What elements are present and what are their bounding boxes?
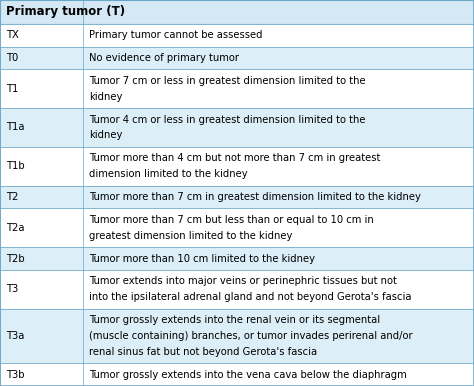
Text: Primary tumor (T): Primary tumor (T) [6, 5, 125, 19]
Bar [0, 270, 474, 309]
Text: T3: T3 [6, 284, 18, 294]
Text: Tumor 4 cm or less in greatest dimension limited to the: Tumor 4 cm or less in greatest dimension… [89, 115, 365, 125]
Text: renal sinus fat but not beyond Gerota's fascia: renal sinus fat but not beyond Gerota's … [89, 347, 317, 357]
Text: No evidence of primary tumor: No evidence of primary tumor [89, 53, 238, 63]
Text: Tumor more than 7 cm but less than or equal to 10 cm in: Tumor more than 7 cm but less than or eq… [89, 215, 374, 225]
Text: dimension limited to the kidney: dimension limited to the kidney [89, 169, 247, 179]
Bar [0, 363, 474, 386]
Text: kidney: kidney [89, 130, 122, 141]
Bar [0, 69, 474, 108]
Text: (muscle containing) branches, or tumor invades perirenal and/or: (muscle containing) branches, or tumor i… [89, 331, 412, 341]
Text: Tumor more than 10 cm limited to the kidney: Tumor more than 10 cm limited to the kid… [89, 254, 315, 264]
Text: Tumor more than 7 cm in greatest dimension limited to the kidney: Tumor more than 7 cm in greatest dimensi… [89, 192, 420, 202]
Bar [0, 186, 474, 208]
Text: T2a: T2a [6, 223, 24, 233]
Text: Tumor extends into major veins or perinephric tissues but not: Tumor extends into major veins or perine… [89, 276, 397, 286]
Text: T1: T1 [6, 84, 18, 94]
Text: T0: T0 [6, 53, 18, 63]
Text: Tumor grossly extends into the renal vein or its segmental: Tumor grossly extends into the renal vei… [89, 315, 380, 325]
Text: into the ipsilateral adrenal gland and not beyond Gerota's fascia: into the ipsilateral adrenal gland and n… [89, 292, 411, 302]
Bar [0, 24, 474, 47]
Text: kidney: kidney [89, 92, 122, 102]
Text: T2b: T2b [6, 254, 24, 264]
Text: Tumor 7 cm or less in greatest dimension limited to the: Tumor 7 cm or less in greatest dimension… [89, 76, 365, 86]
Bar [0, 208, 474, 247]
Text: T3b: T3b [6, 369, 24, 379]
Bar [0, 108, 474, 147]
Bar [0, 147, 474, 186]
Bar [0, 47, 474, 69]
Text: T2: T2 [6, 192, 18, 202]
Text: greatest dimension limited to the kidney: greatest dimension limited to the kidney [89, 230, 292, 240]
Text: Tumor more than 4 cm but not more than 7 cm in greatest: Tumor more than 4 cm but not more than 7… [89, 153, 380, 163]
Text: TX: TX [6, 30, 18, 40]
Text: Tumor grossly extends into the vena cava below the diaphragm: Tumor grossly extends into the vena cava… [89, 369, 406, 379]
Text: T1b: T1b [6, 161, 24, 171]
Bar [0, 309, 474, 363]
Text: T3a: T3a [6, 331, 24, 341]
Bar [0, 0, 474, 24]
Text: Primary tumor cannot be assessed: Primary tumor cannot be assessed [89, 30, 262, 40]
Text: T1a: T1a [6, 122, 24, 132]
Bar [0, 247, 474, 270]
